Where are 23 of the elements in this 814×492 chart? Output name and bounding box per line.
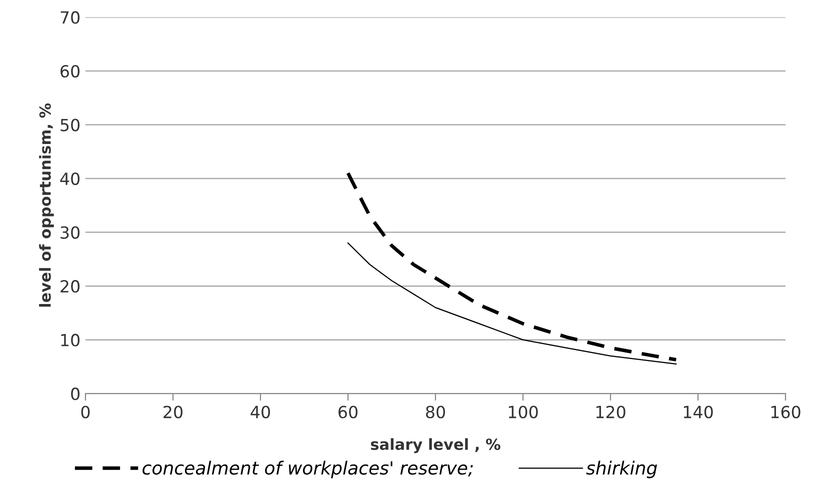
x-tick-label: 20 [164,406,182,418]
y-tick-label: 30 [60,226,80,239]
x-tick-label: 0 [81,406,90,418]
y-tick-label: 40 [60,172,80,186]
x-axis-title: salary level , % [370,438,500,454]
y-tick-label: 50 [60,118,80,132]
y-tick-label: 60 [60,64,80,78]
y-tick-label: 10 [61,334,80,346]
line-series [346,171,678,362]
y-tick-label: 70 [60,11,80,24]
x-tick-label: 60 [338,406,358,418]
legend-label: concealment of workplaces' reserve; [142,460,473,478]
legend-label: shirking [586,460,657,478]
y-tick-label: 0 [71,388,80,400]
x-tick-label: 140 [684,406,713,418]
x-tick-label: 160 [771,406,800,418]
x-tick-label: 40 [250,406,270,418]
x-tick-label: 80 [426,406,445,418]
y-axis-title: level of opportunism, % [39,103,54,307]
line-series [347,242,677,365]
x-tick-label: 120 [596,406,626,418]
y-tick-label: 20 [60,280,80,293]
x-tick-label: 100 [508,406,538,418]
